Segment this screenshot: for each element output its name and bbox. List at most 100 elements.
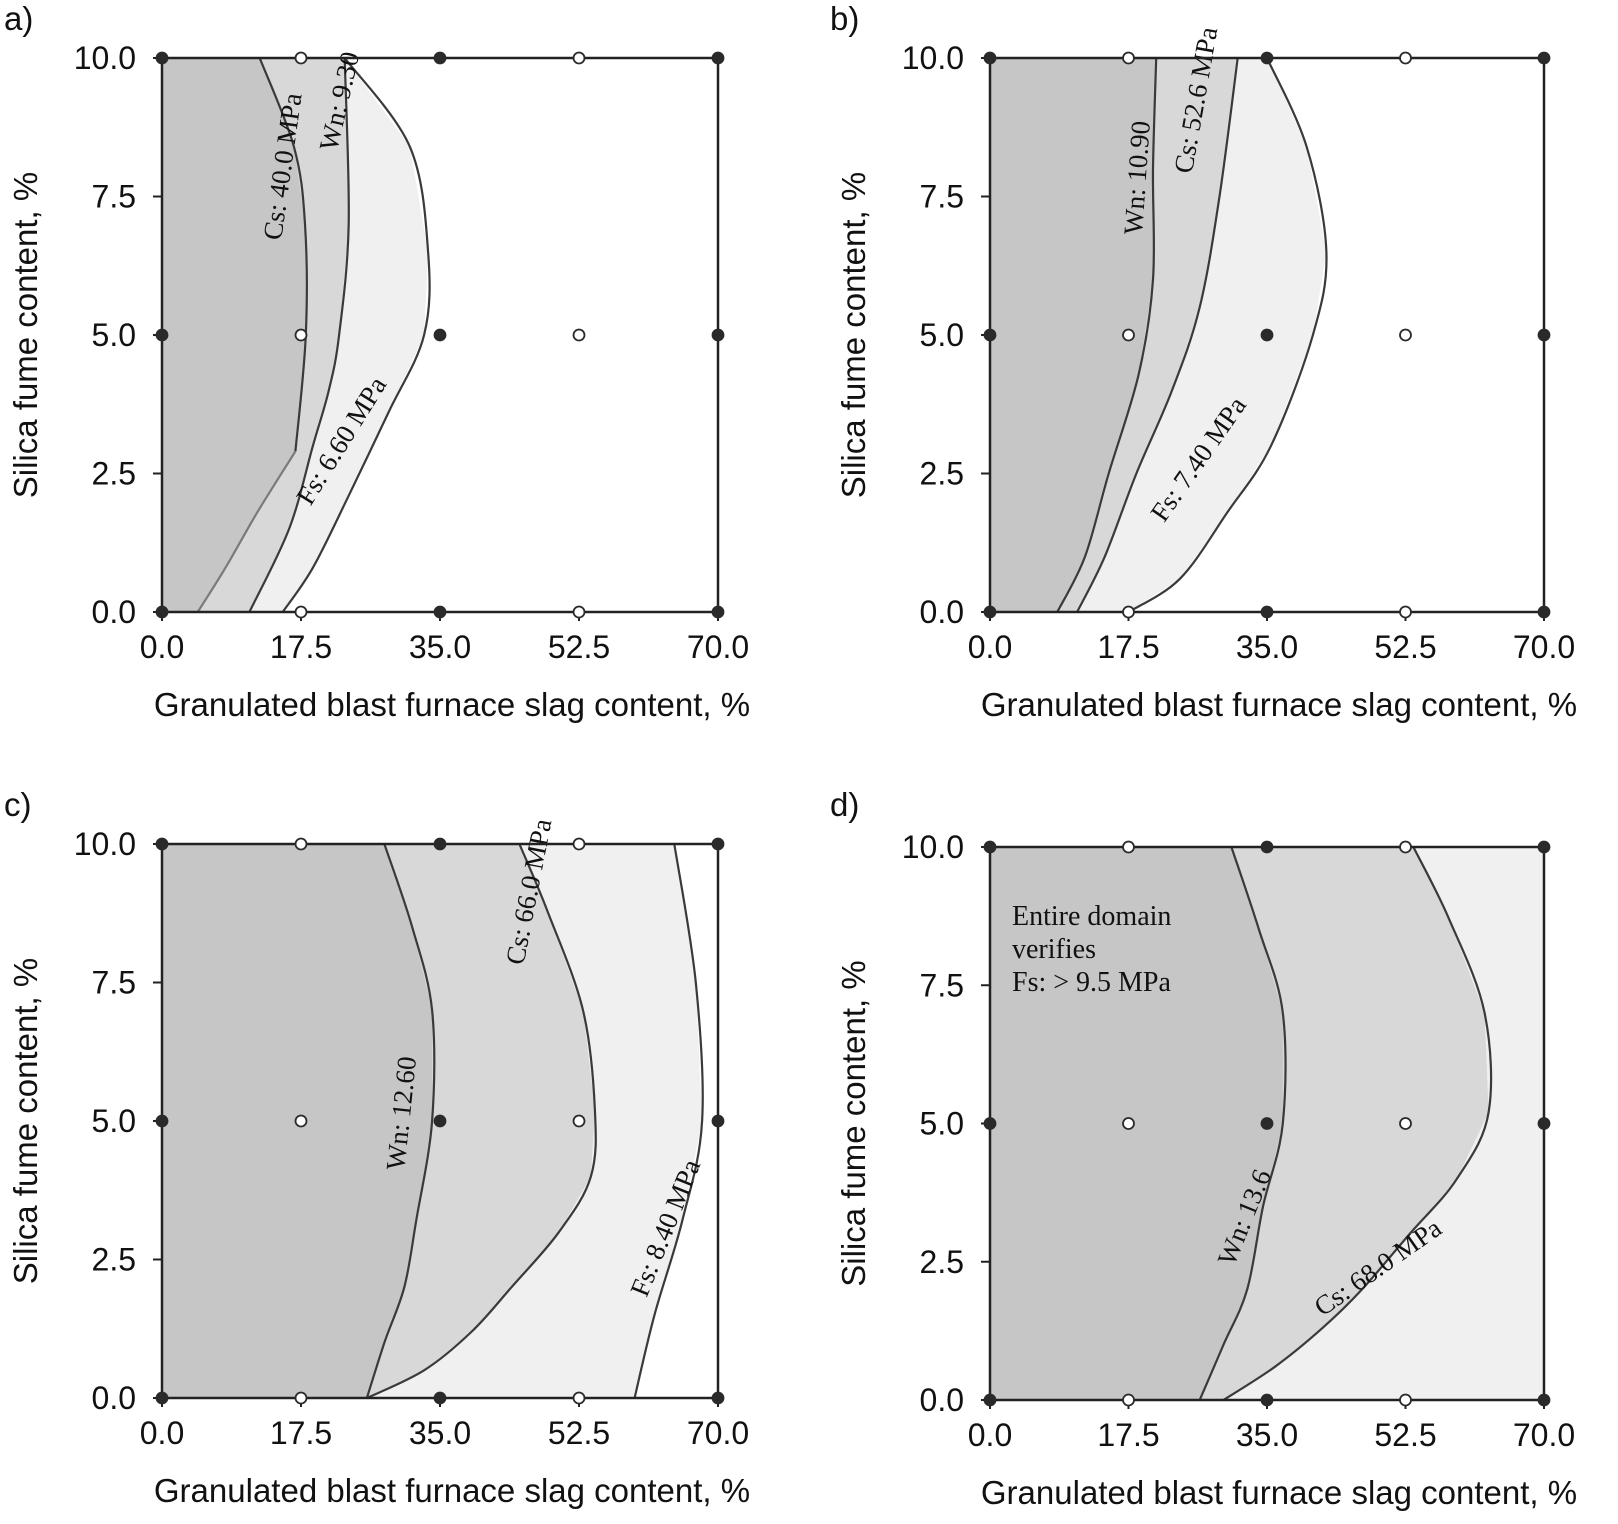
panel-label: c) <box>4 786 32 823</box>
design-point <box>983 51 997 65</box>
x-tick-label: 0.0 <box>968 1417 1012 1453</box>
x-axis-label: Granulated blast furnace slag content, % <box>981 686 1577 723</box>
y-tick-label: 7.5 <box>920 179 964 215</box>
design-point <box>294 837 308 851</box>
y-tick-label: 7.5 <box>92 179 136 215</box>
design-point <box>294 51 308 65</box>
design-point <box>433 837 447 851</box>
design-point <box>1122 605 1135 619</box>
design-point <box>572 605 586 619</box>
design-point <box>1122 840 1135 854</box>
x-tick-label: 17.5 <box>1097 1417 1159 1453</box>
design-point <box>1122 328 1135 342</box>
y-tick-label: 2.5 <box>920 1244 964 1280</box>
design-point <box>572 837 586 851</box>
contour-lines <box>1056 58 1328 612</box>
design-point <box>1399 605 1412 619</box>
y-tick-label: 5.0 <box>920 1106 964 1142</box>
design-point <box>433 1114 447 1128</box>
contour-line <box>196 450 297 612</box>
contour-line <box>258 58 308 452</box>
y-tick-label: 2.5 <box>920 456 964 492</box>
y-tick-label: 0.0 <box>92 594 136 630</box>
design-point <box>983 840 997 854</box>
x-tick-label: 70.0 <box>687 629 749 665</box>
design-point <box>433 328 447 342</box>
y-tick-label: 0.0 <box>920 1382 964 1418</box>
x-tick-label: 52.5 <box>1374 1417 1436 1453</box>
y-tick-label: 0.0 <box>92 1380 136 1416</box>
design-point <box>711 328 725 342</box>
y-tick-label: 10.0 <box>902 40 964 76</box>
x-tick-label: 0.0 <box>140 1415 184 1451</box>
x-tick-label: 17.5 <box>1097 629 1159 665</box>
design-point <box>572 328 586 342</box>
contour-line <box>281 58 431 612</box>
x-tick-label: 52.5 <box>548 1415 610 1451</box>
x-tick-label: 35.0 <box>1236 1417 1298 1453</box>
panel-label: a) <box>4 0 33 37</box>
x-tick-label: 52.5 <box>1374 629 1436 665</box>
design-point <box>1537 328 1551 342</box>
design-point <box>1399 1393 1412 1407</box>
x-tick-label: 70.0 <box>1513 1417 1575 1453</box>
region-darkest <box>990 847 1283 1400</box>
y-tick-label: 10.0 <box>74 40 136 76</box>
design-point <box>433 51 447 65</box>
note-text: verifies <box>1012 934 1096 965</box>
x-tick-label: 17.5 <box>270 1415 332 1451</box>
y-tick-label: 10.0 <box>902 829 964 865</box>
design-point <box>983 328 997 342</box>
design-point <box>1537 840 1551 854</box>
y-axis-label: Silica fume content, % <box>835 960 872 1287</box>
contour-regions <box>990 58 1327 612</box>
design-point <box>572 1114 586 1128</box>
region-darkest <box>162 58 306 612</box>
design-point <box>1260 51 1274 65</box>
y-axis-label: Silica fume content, % <box>7 172 44 499</box>
design-point <box>711 51 725 65</box>
design-point <box>1260 605 1274 619</box>
y-tick-label: 2.5 <box>92 456 136 492</box>
design-point <box>1399 51 1412 65</box>
design-point <box>155 837 169 851</box>
y-tick-label: 5.0 <box>92 1103 136 1139</box>
note-text: Fs: > 9.5 MPa <box>1012 967 1172 998</box>
design-point <box>294 605 308 619</box>
contour-line <box>1222 847 1493 1400</box>
note-text: Entire domain <box>1012 901 1171 932</box>
design-point <box>294 1114 308 1128</box>
y-axis-label: Silica fume content, % <box>7 958 44 1285</box>
x-tick-label: 35.0 <box>1236 629 1298 665</box>
contour-line <box>1127 58 1328 612</box>
y-axis-label: Silica fume content, % <box>835 172 872 499</box>
design-point <box>572 51 586 65</box>
design-point <box>155 605 169 619</box>
region-darkest <box>990 58 1157 612</box>
x-tick-label: 17.5 <box>270 629 332 665</box>
design-point <box>1537 605 1551 619</box>
design-point <box>433 605 447 619</box>
design-point <box>1399 840 1412 854</box>
y-tick-label: 5.0 <box>920 317 964 353</box>
y-tick-label: 5.0 <box>92 317 136 353</box>
design-point <box>1537 1117 1551 1130</box>
y-tick-label: 10.0 <box>74 826 136 862</box>
y-tick-label: 7.5 <box>92 965 136 1001</box>
design-point <box>1122 51 1135 65</box>
panel-label: d) <box>830 786 859 823</box>
design-point <box>1260 840 1274 854</box>
design-point <box>1537 1393 1551 1407</box>
x-tick-label: 70.0 <box>687 1415 749 1451</box>
x-axis-label: Granulated blast furnace slag content, % <box>981 1474 1577 1511</box>
design-point <box>155 328 169 342</box>
contour-lines <box>196 58 431 612</box>
y-tick-label: 2.5 <box>92 1242 136 1278</box>
design-point <box>983 1393 997 1407</box>
design-point <box>1399 1117 1412 1130</box>
design-point <box>1260 328 1274 342</box>
